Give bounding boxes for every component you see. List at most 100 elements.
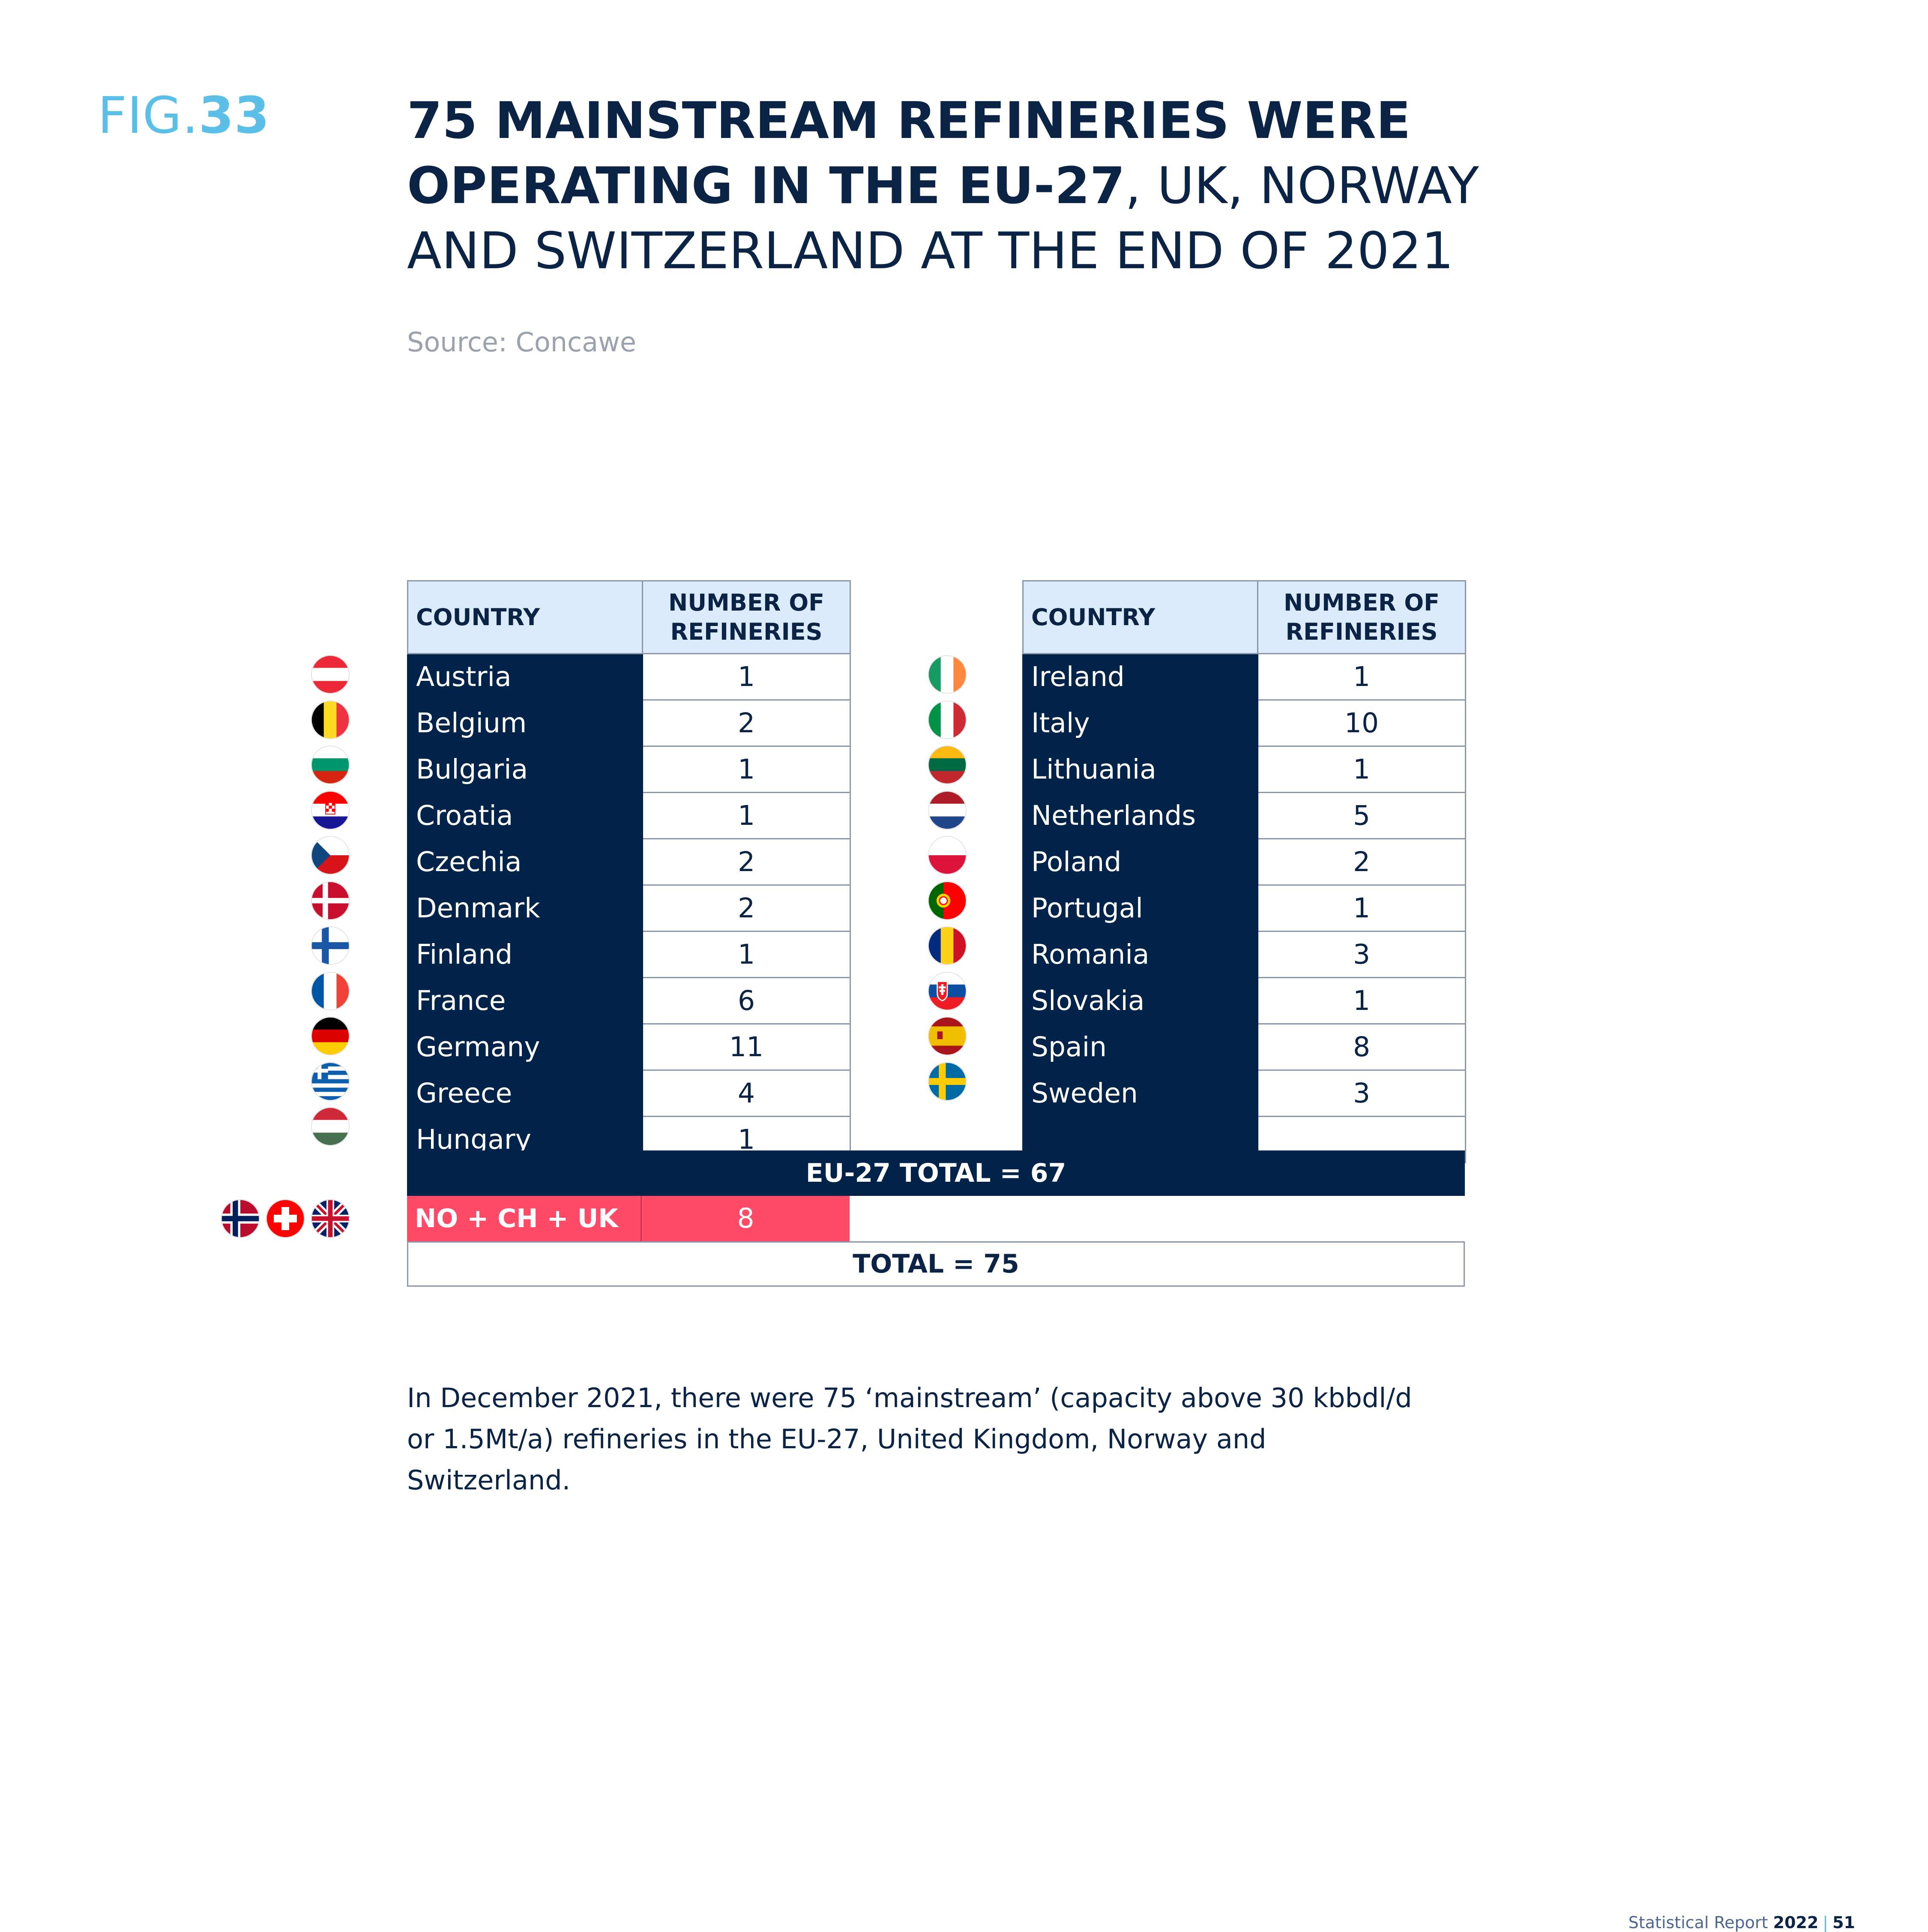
- country-cell: Sweden: [1022, 1069, 1258, 1117]
- spain-flag-icon: [928, 1017, 967, 1055]
- refinery-count-cell: 1: [1257, 884, 1466, 932]
- refinery-count-cell: 8: [1257, 1023, 1466, 1071]
- uk-flag-icon: [311, 1199, 350, 1238]
- source-note: Source: Concawe: [407, 326, 636, 358]
- bulgaria-flag-icon: [311, 746, 350, 784]
- country-cell: Poland: [1022, 838, 1258, 886]
- refineries-header: NUMBER OF REFINERIES: [642, 580, 851, 654]
- figure-label: FIG.33: [98, 86, 270, 145]
- non-eu-value: 8: [642, 1196, 850, 1241]
- table-header-row: COUNTRY NUMBER OF REFINERIES: [407, 580, 851, 654]
- table-row: Austria 1: [407, 653, 851, 701]
- title-bold: 75 MAINSTREAM REFINERIES WERE OPERATING …: [407, 91, 1411, 215]
- page-footer: Statistical Report 2022 | 51: [1629, 1913, 1855, 1932]
- table-row: Romania 3: [1022, 931, 1466, 978]
- croatia-flag-icon: [311, 791, 350, 830]
- czechia-flag-icon: [311, 836, 350, 875]
- switzerland-flag-icon: [266, 1199, 305, 1238]
- netherlands-flag-icon: [928, 791, 967, 830]
- figure-number: 33: [198, 86, 270, 145]
- country-cell: Czechia: [407, 838, 643, 886]
- left-refineries-table: COUNTRY NUMBER OF REFINERIES Austria 1 Bel…: [407, 580, 851, 1163]
- lithuania-flag-icon: [928, 746, 967, 784]
- ireland-flag-icon: [928, 655, 967, 694]
- country-cell: Netherlands: [1022, 792, 1258, 839]
- refinery-count-cell: 1: [642, 746, 851, 793]
- non-eu-label: NO + CH + UK: [407, 1196, 642, 1241]
- country-cell: Greece: [407, 1069, 643, 1117]
- refinery-count-cell: 2: [642, 884, 851, 932]
- romania-flag-icon: [928, 926, 967, 965]
- refinery-count-cell: 5: [1257, 792, 1466, 839]
- title-regular: , UK, NORWAY AND SWITZERLAND AT THE END …: [407, 156, 1479, 280]
- country-cell: Finland: [407, 931, 643, 978]
- country-cell: Germany: [407, 1023, 643, 1071]
- refinery-count-cell: 2: [1257, 838, 1466, 886]
- table-row: Sweden 3: [1022, 1069, 1466, 1117]
- figure-title: 75 MAINSTREAM REFINERIES WERE OPERATING …: [407, 88, 1521, 283]
- refinery-count-cell: 1: [1257, 746, 1466, 793]
- country-header: COUNTRY: [407, 580, 643, 654]
- table-row: Portugal 1: [1022, 884, 1466, 932]
- country-cell: France: [407, 977, 643, 1024]
- table-row: Lithuania 1: [1022, 746, 1466, 793]
- country-cell: Denmark: [407, 884, 643, 932]
- table-row: Czechia 2: [407, 838, 851, 886]
- country-cell: Portugal: [1022, 884, 1258, 932]
- refineries-header: NUMBER OF REFINERIES: [1257, 580, 1466, 654]
- refinery-count-cell: 6: [642, 977, 851, 1024]
- figure-prefix: FIG.: [98, 86, 199, 145]
- france-flag-icon: [311, 971, 350, 1010]
- table-row: Ireland 1: [1022, 653, 1466, 701]
- country-cell: Slovakia: [1022, 977, 1258, 1024]
- finland-flag-icon: [311, 926, 350, 965]
- table-row: Italy 10: [1022, 699, 1466, 747]
- country-cell: Romania: [1022, 931, 1258, 978]
- table-row: France 6: [407, 977, 851, 1024]
- refinery-count-cell: 1: [1257, 977, 1466, 1024]
- table-header-row: COUNTRY NUMBER OF REFINERIES: [1022, 580, 1466, 654]
- country-cell: Italy: [1022, 699, 1258, 747]
- table-row: Greece 4: [407, 1069, 851, 1117]
- slovakia-flag-icon: [928, 971, 967, 1010]
- refinery-count-cell: 1: [642, 792, 851, 839]
- country-cell: Austria: [407, 653, 643, 701]
- footer-separator: |: [1823, 1913, 1829, 1932]
- table-row: Slovakia 1: [1022, 977, 1466, 1024]
- table-row: Finland 1: [407, 931, 851, 978]
- table-row: Bulgaria 1: [407, 746, 851, 793]
- table-row: Poland 2: [1022, 838, 1466, 886]
- austria-flag-icon: [311, 655, 350, 694]
- eu-total-row: EU-27 TOTAL = 67: [407, 1150, 1465, 1196]
- non-eu-row: NO + CH + UK 8: [407, 1196, 850, 1241]
- footer-page: 51: [1832, 1913, 1855, 1932]
- country-cell: Ireland: [1022, 653, 1258, 701]
- country-header: COUNTRY: [1022, 580, 1258, 654]
- footer-year: 2022: [1773, 1913, 1819, 1932]
- grand-total-row: TOTAL = 75: [407, 1241, 1465, 1287]
- refinery-count-cell: 2: [642, 699, 851, 747]
- belgium-flag-icon: [311, 700, 350, 739]
- table-row: Belgium 2: [407, 699, 851, 747]
- refinery-count-cell: 3: [1257, 1069, 1466, 1117]
- table-row: Croatia 1: [407, 792, 851, 839]
- hungary-flag-icon: [311, 1107, 350, 1146]
- table-row: Netherlands 5: [1022, 792, 1466, 839]
- denmark-flag-icon: [311, 881, 350, 920]
- footer-report: Statistical Report: [1628, 1913, 1773, 1932]
- table-row: Spain 8: [1022, 1023, 1466, 1071]
- italy-flag-icon: [928, 700, 967, 739]
- sweden-flag-icon: [928, 1062, 967, 1101]
- norway-flag-icon: [221, 1199, 260, 1238]
- country-cell: Belgium: [407, 699, 643, 747]
- country-cell: Bulgaria: [407, 746, 643, 793]
- table-row: Germany 11: [407, 1023, 851, 1071]
- right-refineries-table: COUNTRY NUMBER OF REFINERIES Ireland 1 Ita…: [1022, 580, 1466, 1163]
- country-cell: Lithuania: [1022, 746, 1258, 793]
- poland-flag-icon: [928, 836, 967, 875]
- refinery-count-cell: 1: [1257, 653, 1466, 701]
- germany-flag-icon: [311, 1017, 350, 1055]
- country-cell: Spain: [1022, 1023, 1258, 1071]
- refinery-count-cell: 10: [1257, 699, 1466, 747]
- refinery-count-cell: 4: [642, 1069, 851, 1117]
